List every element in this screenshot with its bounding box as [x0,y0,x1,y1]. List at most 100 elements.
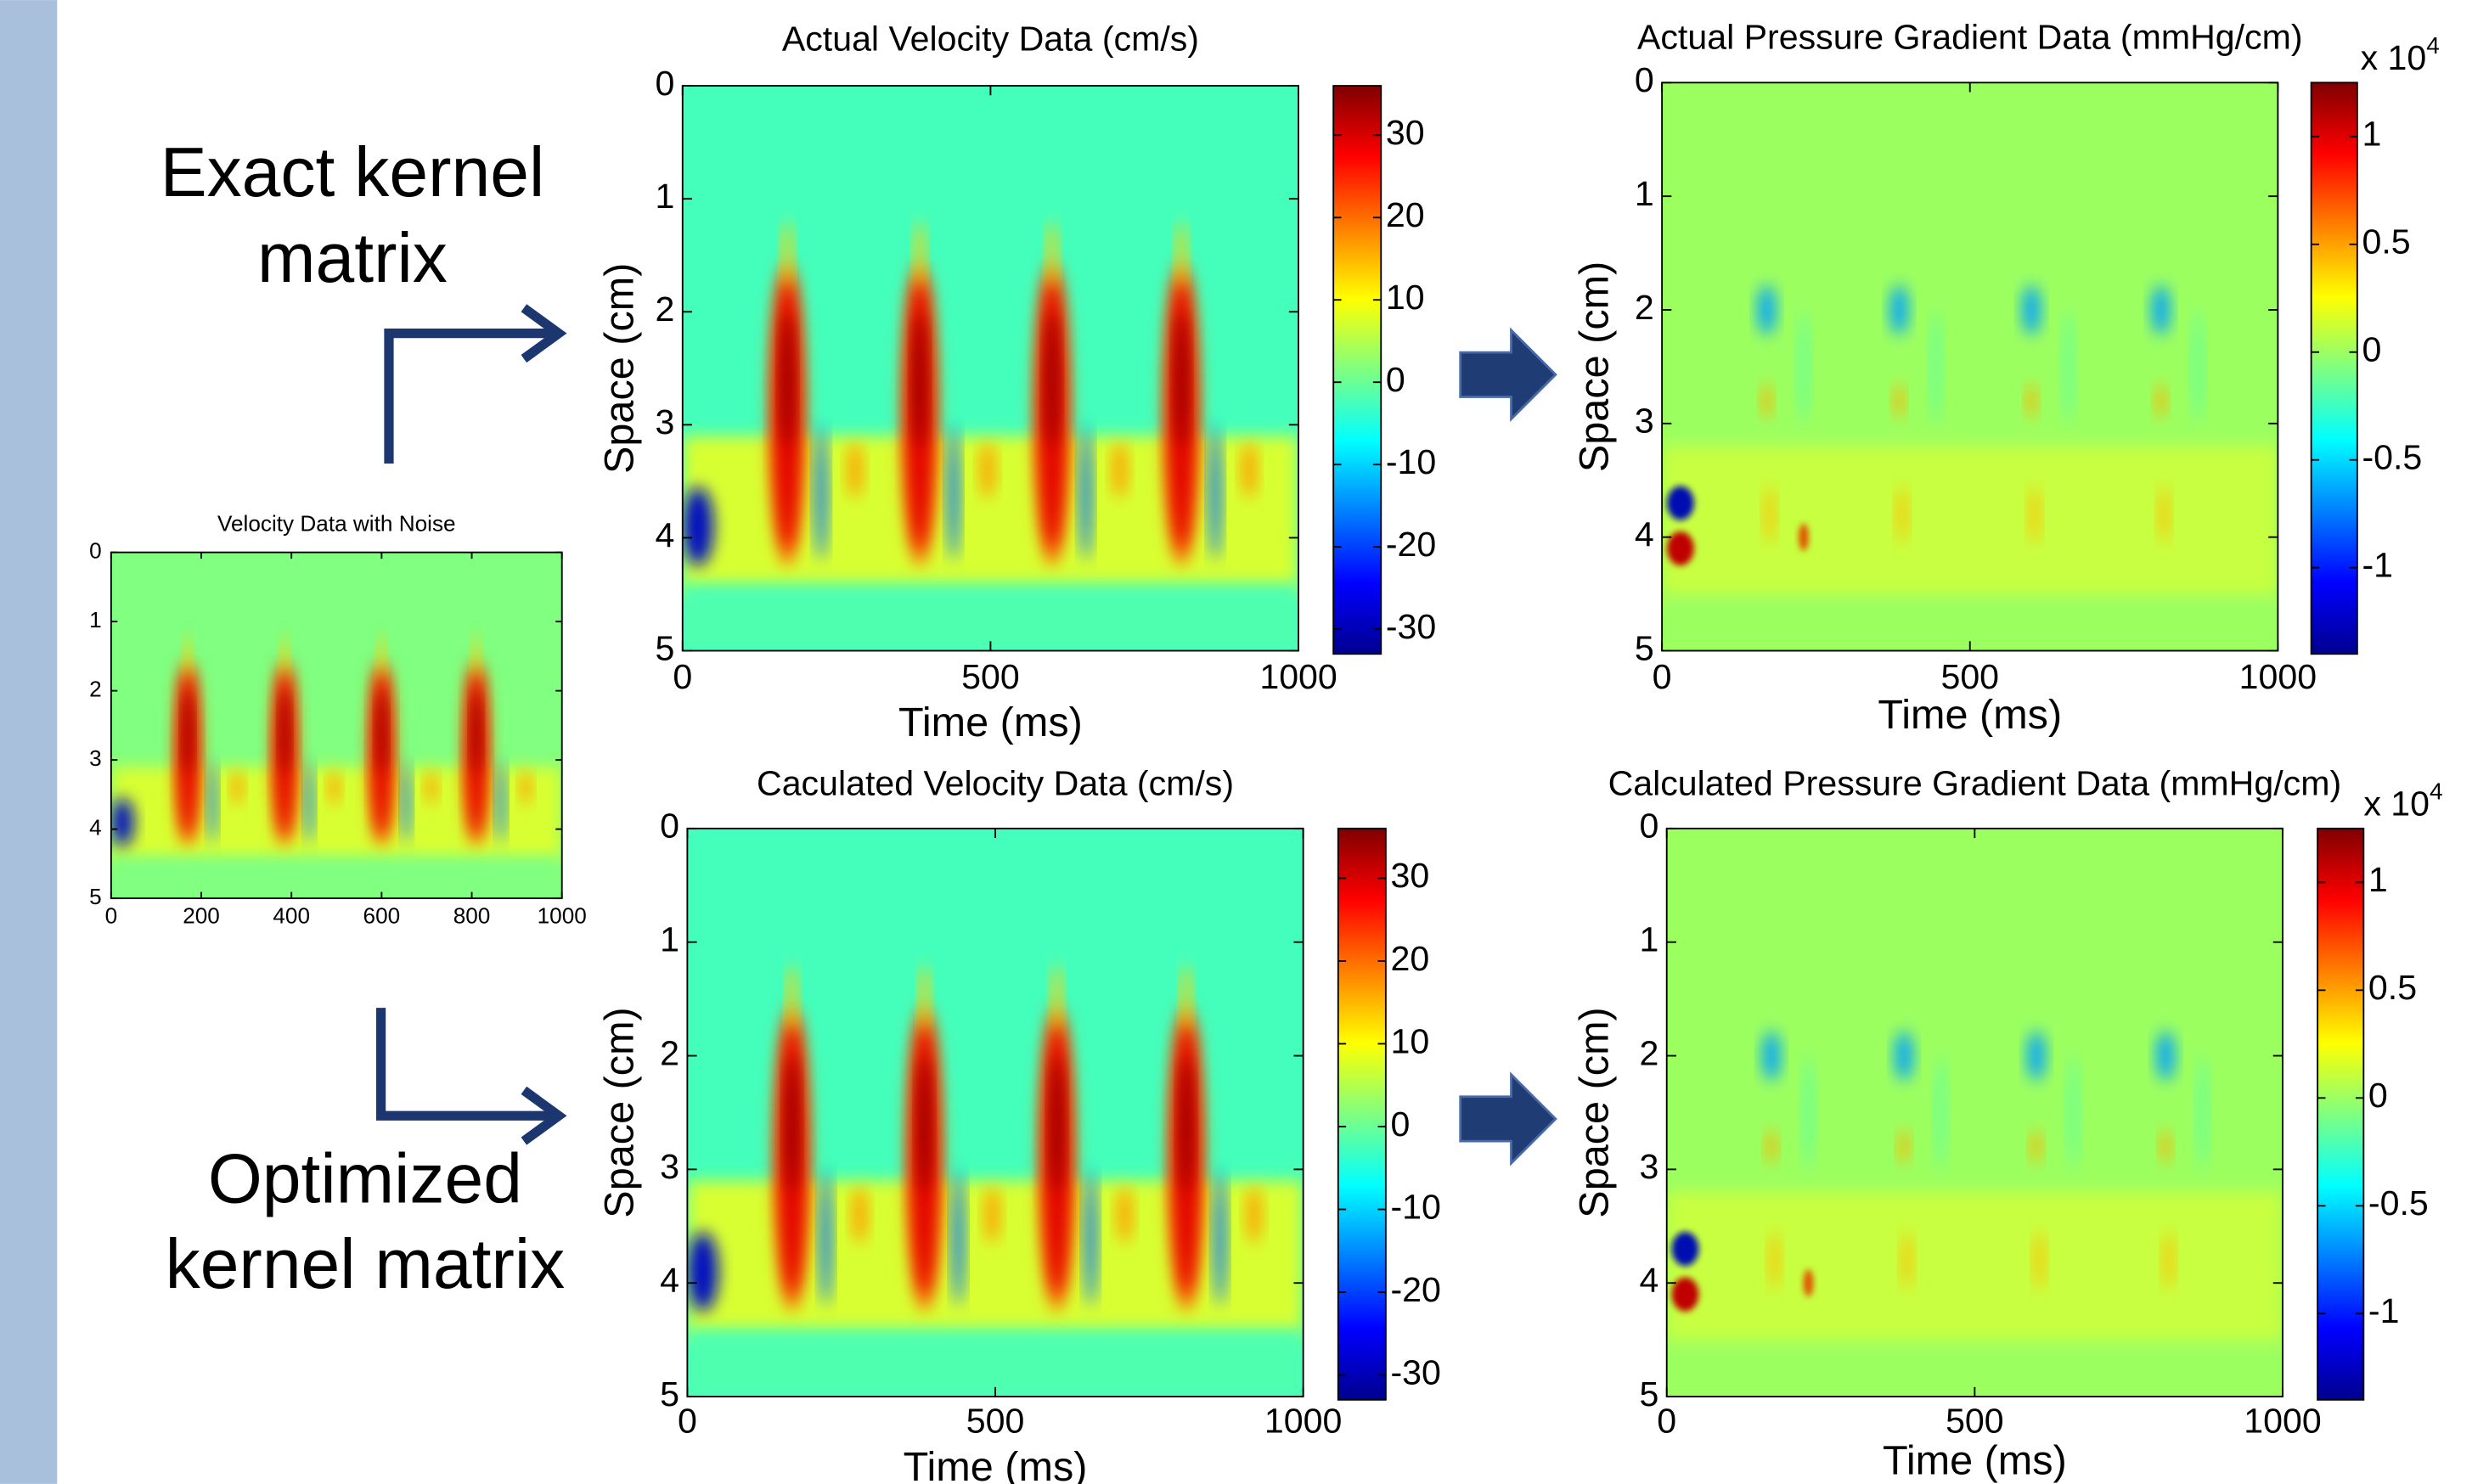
heatmap-blob [1894,383,1905,419]
colorbar-tick-label: 30 [1386,113,1425,152]
heatmap-blob [1766,1129,1777,1164]
y-tick-label: 2 [660,1033,679,1072]
heatmap-blob [1671,1277,1699,1312]
y-tick-label: 0 [89,538,102,564]
y-tick-label: 0 [656,64,675,103]
heatmap-blob [2193,310,2203,424]
heatmap-blob [1246,1186,1262,1244]
x-tick-label: 500 [1940,657,1999,696]
colorbar-tick-label: 0.5 [2368,968,2417,1007]
annotation: Optimized [208,1140,522,1217]
colorbar-tick-label: -0.5 [2362,438,2422,477]
heatmap-blob [2030,486,2040,543]
heatmap-blob [1209,424,1221,561]
heatmap-blob [183,690,193,774]
y-axis-label: Space (cm) [1571,261,1617,472]
heatmap-blob [984,1186,1000,1244]
heatmap-blob [1047,221,1057,289]
x-tick-label: 200 [183,902,220,928]
x-tick-label: 500 [961,657,1020,696]
heatmap-blob [918,1055,931,1193]
y-tick-label: 2 [656,289,675,329]
chart-title: Velocity Data with Noise [217,511,456,537]
heatmap-band [687,1328,1304,1397]
heatmap-blob [2157,1031,2175,1081]
colorbar [1332,85,1382,655]
heatmap: Caculated Velocity Data (cm/s) 0 500 1000 0 1… [597,763,1441,1484]
heatmap-blob [952,1169,965,1306]
y-tick-label: 0 [1640,807,1659,846]
heatmap-blob [1051,964,1062,1033]
y-tick-label: 0 [660,807,679,846]
heatmap-blob [913,312,926,447]
heatmap-blob [786,1055,798,1193]
colorbar-tick-label: 0 [1390,1105,1410,1144]
heatmap-blob [2159,486,2170,543]
colorbar [2310,82,2358,655]
heatmap-blob [1242,441,1257,498]
heatmap-blob [780,312,794,447]
arrow-head [521,1086,567,1145]
heatmap-blob [1895,1031,1913,1081]
colorbar-tick-label: -10 [1386,442,1436,481]
heatmap-blob [1112,441,1128,498]
colorbar-scale-base: x 10 [2363,784,2430,824]
heatmap-blob [1897,486,1907,543]
heatmap-blob [471,690,481,774]
y-tick-label: 5 [89,884,102,909]
arrows [376,304,567,1145]
heatmap-blob [279,690,290,774]
heatmap-blob [1803,1269,1814,1297]
y-tick-label: 2 [89,677,102,702]
heatmap-blob [1117,1186,1133,1244]
colorbar-scale-exponent: 4 [2426,33,2440,59]
heatmap-blob [2023,284,2041,335]
heatmap-blob [1175,312,1188,447]
y-axis-label: Space (cm) [597,1007,643,1217]
colorbar-tick-label: -20 [1390,1270,1440,1309]
heatmap-blob [2027,1031,2046,1081]
heatmap-blob [110,797,134,846]
colorbar-scale: x 104 [2363,779,2442,823]
heatmap-blob [1176,221,1187,289]
heatmap: Calculated Pressure Gradient Data (mmHg/… [1571,763,2442,1483]
heatmap-blob [1890,284,1908,335]
y-tick-label: 1 [1640,920,1659,959]
colorbar-tick-label: 0 [1386,360,1405,399]
colorbar-tick-label: 0.5 [2362,222,2410,261]
heatmap-blob [232,770,243,806]
heatmap-blob [1666,531,1694,566]
colorbar-tick-label: 0 [2368,1076,2388,1115]
heatmap-blob [1080,424,1092,561]
heatmap-blob [425,770,437,806]
y-tick-label: 3 [660,1147,679,1186]
annotation: kernel matrix [166,1226,566,1303]
heatmap-blob [1761,383,1772,419]
block-arrow [1459,1071,1557,1166]
x-tick-label: 1000 [2244,1402,2321,1441]
heatmap-band [1662,446,2278,594]
heatmap-blob [847,441,863,498]
heatmap-band [682,582,1299,651]
heatmap-blob [852,1186,868,1244]
colorbar-tick-label: -30 [1386,607,1436,646]
x-axis-label: Time (ms) [904,1444,1088,1484]
heatmap-blob [1666,486,1694,520]
y-tick-label: 0 [1635,60,1654,99]
heatmap-blob [1045,312,1059,447]
y-tick-label: 3 [1640,1147,1659,1186]
y-tick-label: 4 [656,515,675,554]
y-tick-label: 2 [1635,288,1654,327]
colorbar-tick-label: 30 [1390,856,1429,895]
colorbar-scale: x 104 [2361,33,2440,77]
x-tick-label: 1000 [1264,1402,1342,1441]
y-tick-label: 5 [656,628,675,667]
x-tick-label: 1000 [538,902,587,928]
y-tick-label: 5 [1640,1374,1659,1414]
colorbar-tick-label: 1 [2362,115,2381,154]
heatmap-blob [1799,523,1809,551]
heatmap-blob [329,770,340,806]
heatmap-blob [2026,383,2037,419]
